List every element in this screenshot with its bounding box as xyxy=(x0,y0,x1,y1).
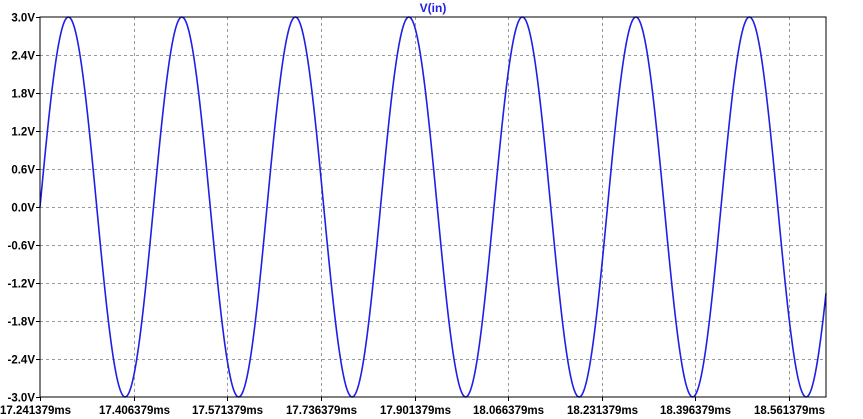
y-tick-label: 1.8V xyxy=(11,89,35,101)
x-tick-labels: 17.241379ms 17.406379ms 17.571379ms 17.7363… xyxy=(0,405,825,417)
y-tick-label: -2.4V xyxy=(8,355,36,367)
y-tick-labels: 3.0V 2.4V 1.8V 1.2V 0.6V 0.0V -0.6V -1.2V -1.8V -… xyxy=(8,13,36,405)
y-tick-label: -3.0V xyxy=(8,393,36,405)
y-tick-label: -1.2V xyxy=(8,279,36,291)
plot-frame xyxy=(39,16,827,398)
chart-title: V(in) xyxy=(420,1,447,15)
x-tick-label: 17.736379ms xyxy=(286,405,357,417)
x-tick-label: 18.561379ms xyxy=(754,405,825,417)
series-group xyxy=(39,16,827,398)
x-tick-label: 18.396379ms xyxy=(660,405,731,417)
tick-marks xyxy=(36,17,790,401)
y-tick-label: 3.0V xyxy=(11,13,35,25)
x-tick-label: 17.901379ms xyxy=(380,405,451,417)
y-tick-label: 0.0V xyxy=(11,203,35,215)
x-tick-label: 18.231379ms xyxy=(567,405,638,417)
y-tick-label: 0.6V xyxy=(11,165,35,177)
x-tick-label: 18.066379ms xyxy=(473,405,544,417)
x-tick-label: 17.241379ms xyxy=(0,405,71,417)
y-tick-label: -1.8V xyxy=(8,317,36,329)
y-tick-label: 2.4V xyxy=(11,51,35,63)
series-line-v-in xyxy=(39,16,827,398)
x-tick-label: 17.406379ms xyxy=(99,405,170,417)
y-tick-label: 1.2V xyxy=(11,127,35,139)
y-tick-label: -0.6V xyxy=(8,241,36,253)
x-tick-label: 17.571379ms xyxy=(192,405,263,417)
